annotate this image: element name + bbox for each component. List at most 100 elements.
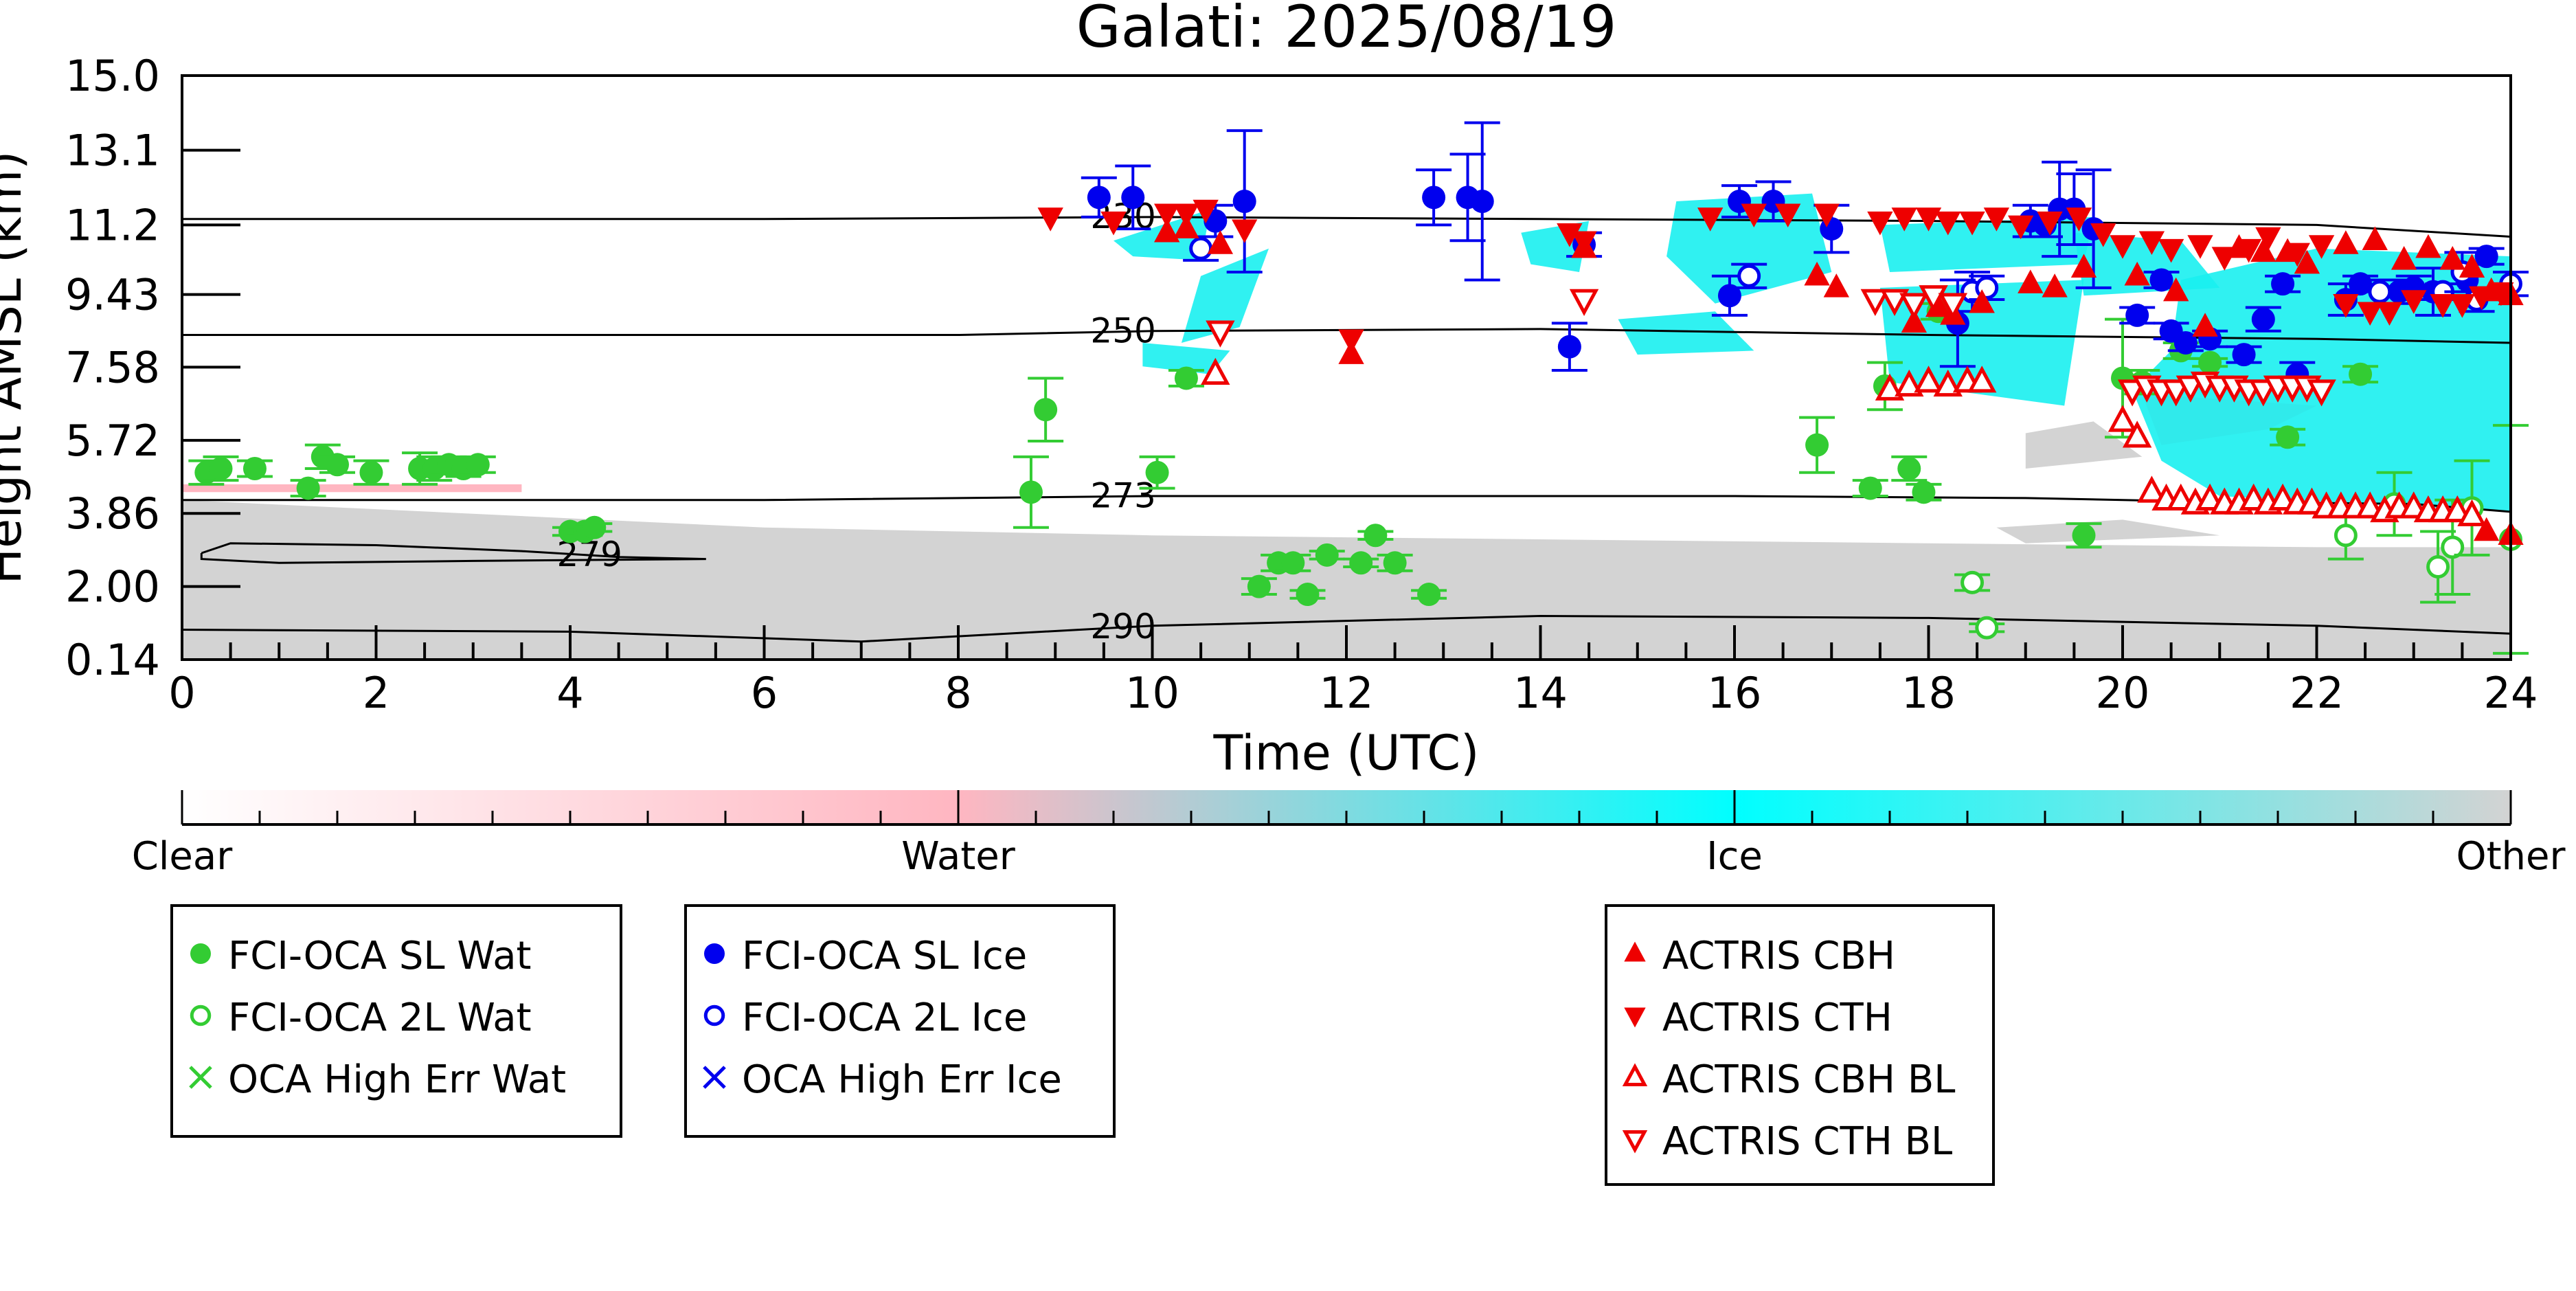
data-point bbox=[1193, 199, 1219, 224]
data-point bbox=[1935, 211, 1961, 236]
data-point bbox=[466, 453, 490, 477]
legend: FCI-OCA SL Wat FCI-OCA 2L Wat OCA High Err… bbox=[170, 904, 1995, 1186]
data-point bbox=[2415, 234, 2441, 258]
data-point bbox=[2161, 379, 2191, 407]
legend-marker bbox=[703, 1066, 726, 1089]
data-point bbox=[2158, 238, 2184, 263]
data-point bbox=[2166, 483, 2195, 511]
data-point bbox=[1969, 289, 1995, 313]
data-point bbox=[1019, 480, 1043, 504]
data-point bbox=[1557, 335, 1581, 359]
legend-entry: OCA High Err Wat bbox=[228, 1057, 566, 1102]
colorbar-label-water: Water bbox=[901, 834, 1016, 879]
data-point bbox=[209, 457, 233, 481]
data-point bbox=[2488, 282, 2514, 306]
series-actris-cth bbox=[1037, 199, 2514, 354]
legend-entry: FCI-OCA SL Wat bbox=[228, 934, 532, 978]
data-point bbox=[2399, 491, 2428, 519]
legend-marker bbox=[703, 1004, 725, 1026]
data-point bbox=[1899, 293, 1929, 320]
legend-entry: FCI-OCA 2L Wat bbox=[228, 996, 532, 1040]
x-tick-label: 8 bbox=[945, 668, 971, 718]
legend-marker bbox=[190, 943, 211, 964]
data-point bbox=[2187, 235, 2213, 259]
data-point bbox=[1741, 203, 1767, 228]
data-point bbox=[2066, 207, 2092, 232]
colorbar: Clear Water Ice Other bbox=[132, 790, 2566, 879]
x-tick-label: 12 bbox=[1320, 668, 1374, 718]
y-tick-label: 15.0 bbox=[65, 51, 160, 101]
data-point bbox=[2211, 247, 2237, 271]
data-point bbox=[2198, 350, 2222, 374]
data-point bbox=[1364, 524, 1388, 548]
data-point bbox=[2474, 245, 2498, 269]
data-point bbox=[2125, 303, 2149, 327]
data-point bbox=[1823, 273, 1849, 298]
water-patch bbox=[182, 484, 522, 493]
data-point bbox=[2117, 379, 2147, 407]
data-point bbox=[1867, 211, 1893, 236]
data-point bbox=[2239, 483, 2268, 511]
colorbar-label-clear: Clear bbox=[132, 834, 233, 879]
data-point bbox=[1860, 289, 1890, 317]
data-point bbox=[2349, 272, 2373, 296]
data-point bbox=[2439, 246, 2465, 270]
legend-marker bbox=[1624, 941, 1646, 962]
data-point bbox=[2176, 375, 2206, 403]
data-point bbox=[2368, 280, 2392, 304]
x-tick-label: 6 bbox=[751, 668, 778, 718]
data-point bbox=[2284, 243, 2310, 267]
data-point bbox=[1814, 203, 1840, 228]
data-point bbox=[2333, 230, 2359, 254]
legend-entry: FCI-OCA SL Ice bbox=[742, 934, 1027, 978]
data-point bbox=[1174, 366, 1198, 390]
x-tick-label: 20 bbox=[2096, 668, 2150, 718]
x-tick-label: 24 bbox=[2484, 668, 2538, 718]
data-point bbox=[2042, 273, 2068, 298]
data-point bbox=[2441, 535, 2465, 559]
data-point bbox=[2251, 307, 2275, 331]
y-tick-label: 0.14 bbox=[65, 635, 160, 685]
data-point bbox=[359, 460, 383, 484]
data-point bbox=[1206, 320, 1235, 348]
data-point bbox=[2443, 495, 2472, 523]
data-point bbox=[1967, 366, 1997, 393]
data-point bbox=[1189, 236, 1213, 260]
other-patch bbox=[1996, 519, 2220, 543]
data-point bbox=[2122, 420, 2152, 448]
data-point bbox=[2070, 254, 2097, 278]
data-point bbox=[2173, 330, 2197, 355]
legend-frame bbox=[170, 904, 622, 1138]
data-point bbox=[2248, 379, 2279, 407]
data-point bbox=[1912, 480, 1936, 504]
data-point bbox=[1232, 219, 1258, 243]
data-point bbox=[1296, 583, 1320, 607]
y-tick-label: 13.1 bbox=[65, 126, 160, 176]
series-fci-oca-sl-wat bbox=[188, 300, 2379, 607]
legend-frame bbox=[684, 904, 1116, 1138]
data-point bbox=[2349, 362, 2373, 386]
data-point bbox=[2018, 269, 2044, 293]
data-point bbox=[1037, 207, 1063, 232]
isotherm-label-273: 273 bbox=[1090, 475, 1155, 515]
legend-marker bbox=[1624, 1007, 1646, 1028]
data-point bbox=[1087, 186, 1111, 210]
data-point bbox=[1897, 457, 1921, 481]
data-point bbox=[1338, 329, 1364, 354]
data-point bbox=[1349, 551, 1373, 575]
data-point bbox=[1875, 373, 1905, 401]
y-tick-label: 7.58 bbox=[65, 342, 160, 392]
data-point bbox=[1034, 398, 1058, 422]
data-point bbox=[296, 476, 320, 500]
data-point bbox=[1201, 357, 1230, 385]
x-tick-label: 4 bbox=[556, 668, 583, 718]
data-point bbox=[2271, 272, 2295, 296]
data-point bbox=[1858, 476, 1882, 500]
data-point bbox=[1983, 207, 2010, 232]
data-point bbox=[2294, 249, 2320, 274]
legend-marker bbox=[189, 1066, 212, 1089]
legend-entry: FCI-OCA 2L Ice bbox=[742, 996, 1027, 1040]
isotherm-250 bbox=[182, 328, 2511, 344]
data-point bbox=[2426, 555, 2450, 579]
